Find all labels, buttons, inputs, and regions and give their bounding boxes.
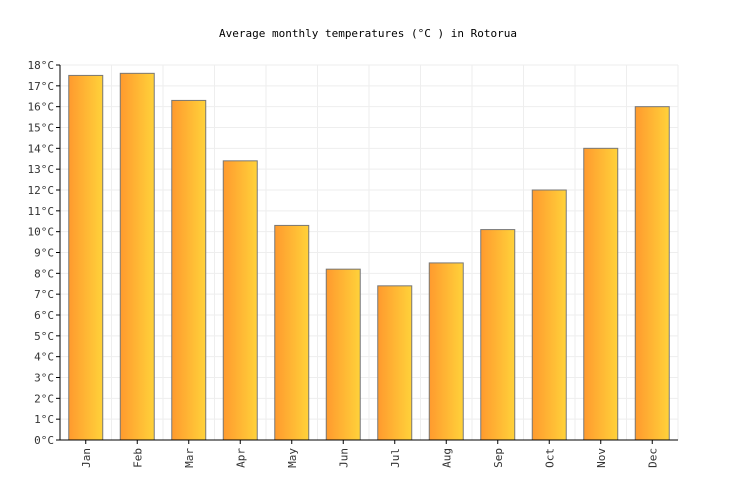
x-tick-label: Jun xyxy=(337,448,350,468)
y-tick-label: 11°C xyxy=(28,205,55,218)
bar-jul xyxy=(377,285,413,441)
chart-title: Average monthly temperatures (°C ) in Ro… xyxy=(219,27,517,40)
y-tick-label: 2°C xyxy=(34,392,54,405)
y-tick-label: 9°C xyxy=(34,247,54,260)
y-tick-label: 12°C xyxy=(28,184,55,197)
bar-sep xyxy=(480,229,516,441)
x-axis-ticks: Jan Feb Mar Apr May Jun Jul Aug Sep Oct Nov Dec xyxy=(80,440,659,468)
y-tick-label: 14°C xyxy=(28,142,55,155)
y-tick-label: 3°C xyxy=(34,372,54,385)
y-tick-label: 10°C xyxy=(28,226,55,239)
y-tick-label: 7°C xyxy=(34,288,54,301)
bar-nov xyxy=(583,147,619,441)
x-tick-label: Mar xyxy=(183,448,196,468)
bar-may xyxy=(274,224,310,441)
y-tick-label: 18°C xyxy=(28,59,55,72)
bar-dec xyxy=(634,106,670,441)
bar-mar xyxy=(171,99,207,441)
y-tick-label: 16°C xyxy=(28,101,55,114)
y-tick-label: 5°C xyxy=(34,330,54,343)
y-tick-label: 0°C xyxy=(34,434,54,447)
y-tick-label: 15°C xyxy=(28,122,55,135)
y-axis-ticks: 0°C 1°C 2°C 3°C 4°C 5°C 6°C 7°C 8°C 9°C 10°C 11°C 12… xyxy=(28,59,60,447)
y-tick-label: 13°C xyxy=(28,163,55,176)
x-tick-label: Jul xyxy=(389,448,402,468)
x-tick-label: Oct xyxy=(543,448,556,468)
y-tick-label: 4°C xyxy=(34,351,54,364)
bar-aug xyxy=(428,262,464,441)
bar-oct xyxy=(531,189,567,441)
bar-jan xyxy=(68,74,104,441)
bar-apr xyxy=(222,160,258,441)
y-tick-label: 8°C xyxy=(34,267,54,280)
bars xyxy=(68,72,670,441)
y-tick-label: 17°C xyxy=(28,80,55,93)
x-tick-label: Feb xyxy=(131,448,144,468)
bar-jun xyxy=(325,268,361,441)
x-tick-label: May xyxy=(286,448,299,468)
x-tick-label: Jan xyxy=(80,448,93,468)
x-tick-label: Nov xyxy=(595,448,608,468)
x-tick-label: Dec xyxy=(646,448,659,468)
x-tick-label: Aug xyxy=(440,448,453,468)
x-tick-label: Sep xyxy=(492,448,505,468)
grid xyxy=(59,64,679,441)
y-tick-label: 1°C xyxy=(34,413,54,426)
axes xyxy=(59,65,678,441)
y-tick-label: 6°C xyxy=(34,309,54,322)
bar-feb xyxy=(119,72,155,441)
x-tick-label: Apr xyxy=(234,448,247,468)
